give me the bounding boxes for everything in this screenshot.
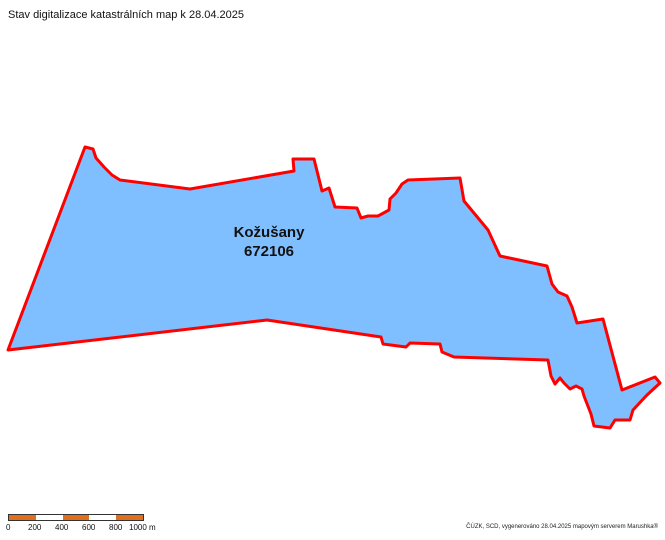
scale-label: 600 [82,523,96,532]
parcel-name-label: Kožušany [234,224,306,241]
scale-segment [89,515,117,520]
scale-bar-segments [8,514,144,521]
scale-segment [35,515,63,520]
scale-label: 0 [6,523,11,532]
scale-label: 400 [55,523,69,532]
scale-label: 200 [28,523,42,532]
scale-label: 800 [109,523,123,532]
map-title: Stav digitalizace katastrálních map k 28… [8,9,245,21]
map-credits: ČÚZK, SCD, vygenerováno 28.04.2025 mapov… [466,524,658,530]
cadastral-area-polygon[interactable] [6,145,662,430]
scale-bar: 0 200 400 600 800 1000 m [6,514,158,536]
parcel-code-label: 672106 [244,243,294,260]
scale-label: 1000 m [129,523,156,532]
scale-segment [9,515,36,520]
scale-segment [116,515,143,520]
scale-segment [62,515,90,520]
